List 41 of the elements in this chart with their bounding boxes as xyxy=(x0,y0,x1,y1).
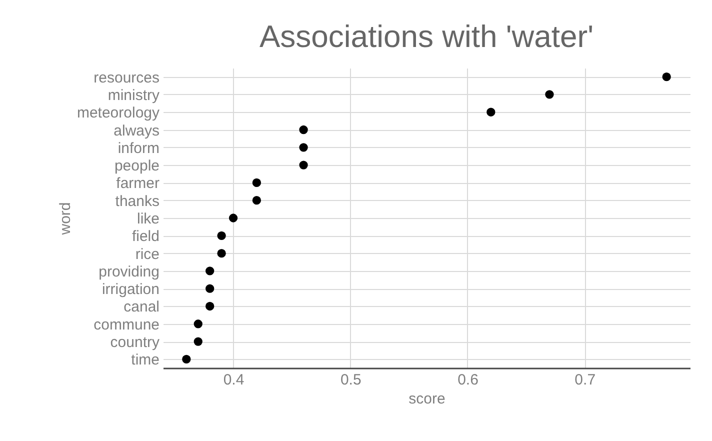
y-tick-label: resources xyxy=(94,69,160,86)
y-tick-label: field xyxy=(132,228,160,246)
point xyxy=(662,72,671,82)
x-tick-label: 0.6 xyxy=(458,372,478,388)
x-axis-title: score xyxy=(408,390,446,408)
y-tick-label: people xyxy=(114,158,160,175)
y-tick-label: irrigation xyxy=(102,281,160,298)
y-tick-label: ministry xyxy=(108,86,160,104)
y-tick-label: canal xyxy=(124,298,160,316)
point xyxy=(252,178,262,188)
point xyxy=(206,266,214,276)
x-tick-label: 0.5 xyxy=(340,372,362,388)
point xyxy=(206,284,214,293)
point xyxy=(217,248,226,258)
y-tick-label: providing xyxy=(98,263,160,280)
point xyxy=(182,354,191,364)
y-tick-label: thanks xyxy=(115,192,160,210)
y-tick-label: rice xyxy=(135,246,160,263)
y-tick-label: always xyxy=(114,122,160,140)
point xyxy=(252,196,262,205)
y-tick-label: farmer xyxy=(116,175,160,192)
point xyxy=(194,320,202,328)
point xyxy=(194,337,202,346)
y-tick-label: commune xyxy=(94,316,160,334)
point xyxy=(299,125,308,134)
point xyxy=(228,214,238,222)
chart-title: Associations with 'water' xyxy=(259,19,594,54)
point xyxy=(299,143,308,152)
y-tick-label: country xyxy=(110,334,160,352)
y-axis-title: word xyxy=(56,202,74,236)
y-tick-label: time xyxy=(131,352,160,369)
y-tick-label: inform xyxy=(118,140,160,157)
x-tick-label: 0.7 xyxy=(574,372,596,388)
point xyxy=(299,160,308,170)
x-tick-label: 0.4 xyxy=(223,372,244,388)
point xyxy=(206,302,214,311)
y-tick-label: meteorology xyxy=(76,104,160,122)
point xyxy=(217,231,226,240)
y-tick-label: like xyxy=(136,210,160,228)
point xyxy=(486,108,496,116)
point xyxy=(545,90,554,99)
